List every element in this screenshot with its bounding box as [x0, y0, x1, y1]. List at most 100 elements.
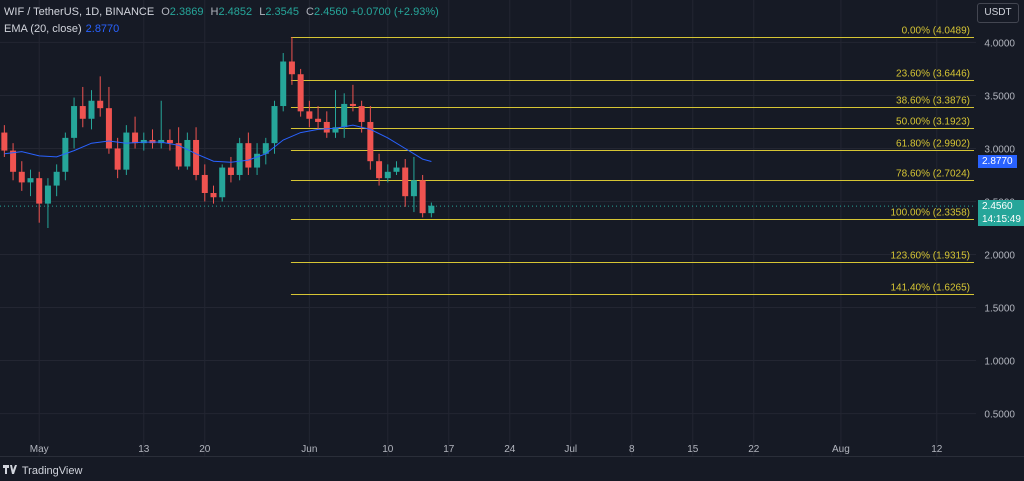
fib-level-label: 141.40% (1.6265): [890, 283, 970, 294]
candle-body[interactable]: [358, 106, 365, 122]
candle-body[interactable]: [262, 143, 269, 154]
last-price-badge: 2.4560 14:15:49: [978, 200, 1024, 227]
fib-level-label: 23.60% (3.6446): [896, 69, 970, 80]
fib-level-label: 61.80% (2.9902): [896, 139, 970, 150]
fib-level-label: 0.00% (4.0489): [902, 26, 970, 37]
candle-body[interactable]: [288, 61, 295, 75]
candle-body[interactable]: [254, 153, 261, 168]
candle-body[interactable]: [158, 139, 165, 144]
candle-countdown: 14:15:49: [982, 214, 1021, 226]
tradingview-label: TradingView: [21, 465, 83, 477]
candle-body[interactable]: [428, 205, 435, 214]
price-axis-tick-label: 0.5000: [984, 410, 1015, 421]
ema-price-badge: 2.8770: [978, 154, 1017, 168]
symbol-title[interactable]: WIF / TetherUS, 1D, BINANCE: [4, 6, 155, 18]
candle-body[interactable]: [210, 193, 217, 198]
candle-body[interactable]: [10, 150, 17, 172]
candle-body[interactable]: [245, 143, 252, 168]
time-axis-tick-label: 12: [931, 444, 943, 455]
candle-body[interactable]: [419, 180, 426, 214]
candle-body[interactable]: [105, 108, 112, 149]
candle-body[interactable]: [149, 139, 156, 144]
tradingview-logo-icon: [3, 462, 19, 481]
candle-body[interactable]: [227, 167, 234, 175]
candle-body[interactable]: [384, 171, 391, 179]
candle-body[interactable]: [62, 137, 69, 172]
candle-body[interactable]: [410, 180, 417, 197]
price-axis-tick-label: 3.0000: [984, 144, 1015, 155]
candle-body[interactable]: [376, 161, 383, 179]
candle-body[interactable]: [27, 178, 34, 183]
candle-body[interactable]: [297, 74, 304, 112]
candle-body[interactable]: [140, 139, 147, 144]
candle-body[interactable]: [219, 167, 226, 198]
fib-level-label: 123.60% (1.9315): [890, 251, 970, 262]
candle-body[interactable]: [271, 106, 278, 144]
time-axis-tick-label: Aug: [832, 444, 850, 455]
candlestick-series[interactable]: [1, 37, 435, 228]
low-value: 2.3545: [265, 6, 299, 18]
candle-body[interactable]: [175, 143, 182, 167]
ema-20-line: [4, 124, 432, 163]
time-axis-tick-label: 22: [748, 444, 760, 455]
time-axis-tick-label: 10: [382, 444, 394, 455]
candle-body[interactable]: [402, 167, 409, 197]
candle-body[interactable]: [306, 111, 313, 119]
time-axis-tick-label: 13: [138, 444, 150, 455]
fib-level-label: 50.00% (3.1923): [896, 117, 970, 128]
candle-body[interactable]: [166, 139, 173, 144]
candle-body[interactable]: [367, 121, 374, 162]
tradingview-brand[interactable]: TradingView: [0, 462, 120, 481]
chart-legend: WIF / TetherUS, 1D, BINANCE O2.3869 H 2.4…: [4, 5, 439, 36]
chart-grid: [0, 0, 976, 456]
fib-level-label: 100.00% (2.3358): [890, 208, 970, 219]
open-value: 2.3869: [169, 6, 204, 18]
ema-price-badge-value: 2.8770: [982, 155, 1013, 167]
candle-body[interactable]: [280, 61, 287, 107]
high-key: H: [210, 6, 219, 18]
candle-body[interactable]: [184, 139, 191, 167]
price-axis-tick-label: 1.0000: [984, 357, 1015, 368]
price-axis-tick-label: 4.0000: [984, 38, 1015, 49]
candle-body[interactable]: [193, 139, 200, 175]
time-axis-tick-label: 20: [199, 444, 211, 455]
candle-body[interactable]: [88, 100, 95, 119]
candle-body[interactable]: [315, 118, 322, 122]
candle-body[interactable]: [97, 100, 104, 109]
candle-body[interactable]: [71, 106, 78, 138]
time-axis-tick-label: 17: [443, 444, 455, 455]
close-value: 2.4560: [313, 6, 348, 18]
candle-body[interactable]: [236, 143, 243, 175]
candle-body[interactable]: [114, 148, 121, 170]
ema-indicator-value: 2.8770: [85, 23, 120, 35]
time-axis-tick-label: 15: [687, 444, 699, 455]
close-key: C: [306, 6, 314, 18]
candle-body[interactable]: [201, 174, 208, 194]
open-key: O: [161, 6, 170, 18]
time-axis-tick-label: 8: [629, 444, 635, 455]
time-axis[interactable]: May 13 20 Jun 10 17 24 Jul 8 15 22 Aug 12: [0, 444, 1024, 457]
ema-line: [4, 124, 432, 163]
candle-body[interactable]: [123, 132, 130, 170]
candle-body[interactable]: [18, 171, 25, 183]
candle-body[interactable]: [332, 127, 339, 133]
candle-body[interactable]: [341, 103, 348, 128]
fib-level-label: 38.60% (3.3876): [896, 96, 970, 107]
candle-body[interactable]: [1, 132, 8, 151]
ema-indicator-label[interactable]: EMA (20, close): [4, 23, 82, 35]
candle-body[interactable]: [132, 132, 139, 144]
fibonacci-retracement[interactable]: 0.00% (4.0489) 23.60% (3.6446) 38.60% (3.3…: [290, 26, 974, 295]
candle-body[interactable]: [79, 106, 86, 119]
candle-body[interactable]: [36, 178, 43, 204]
candle-body[interactable]: [53, 171, 60, 186]
candle-body[interactable]: [323, 121, 330, 133]
price-axis-tick-label: 3.5000: [984, 91, 1015, 102]
candle-body[interactable]: [393, 167, 400, 172]
candle-body[interactable]: [44, 185, 51, 204]
currency-button[interactable]: USDT: [977, 3, 1019, 23]
price-axis-tick-label: 2.0000: [984, 251, 1015, 262]
candle-body[interactable]: [349, 103, 356, 107]
time-axis-tick-label: Jun: [301, 444, 317, 455]
